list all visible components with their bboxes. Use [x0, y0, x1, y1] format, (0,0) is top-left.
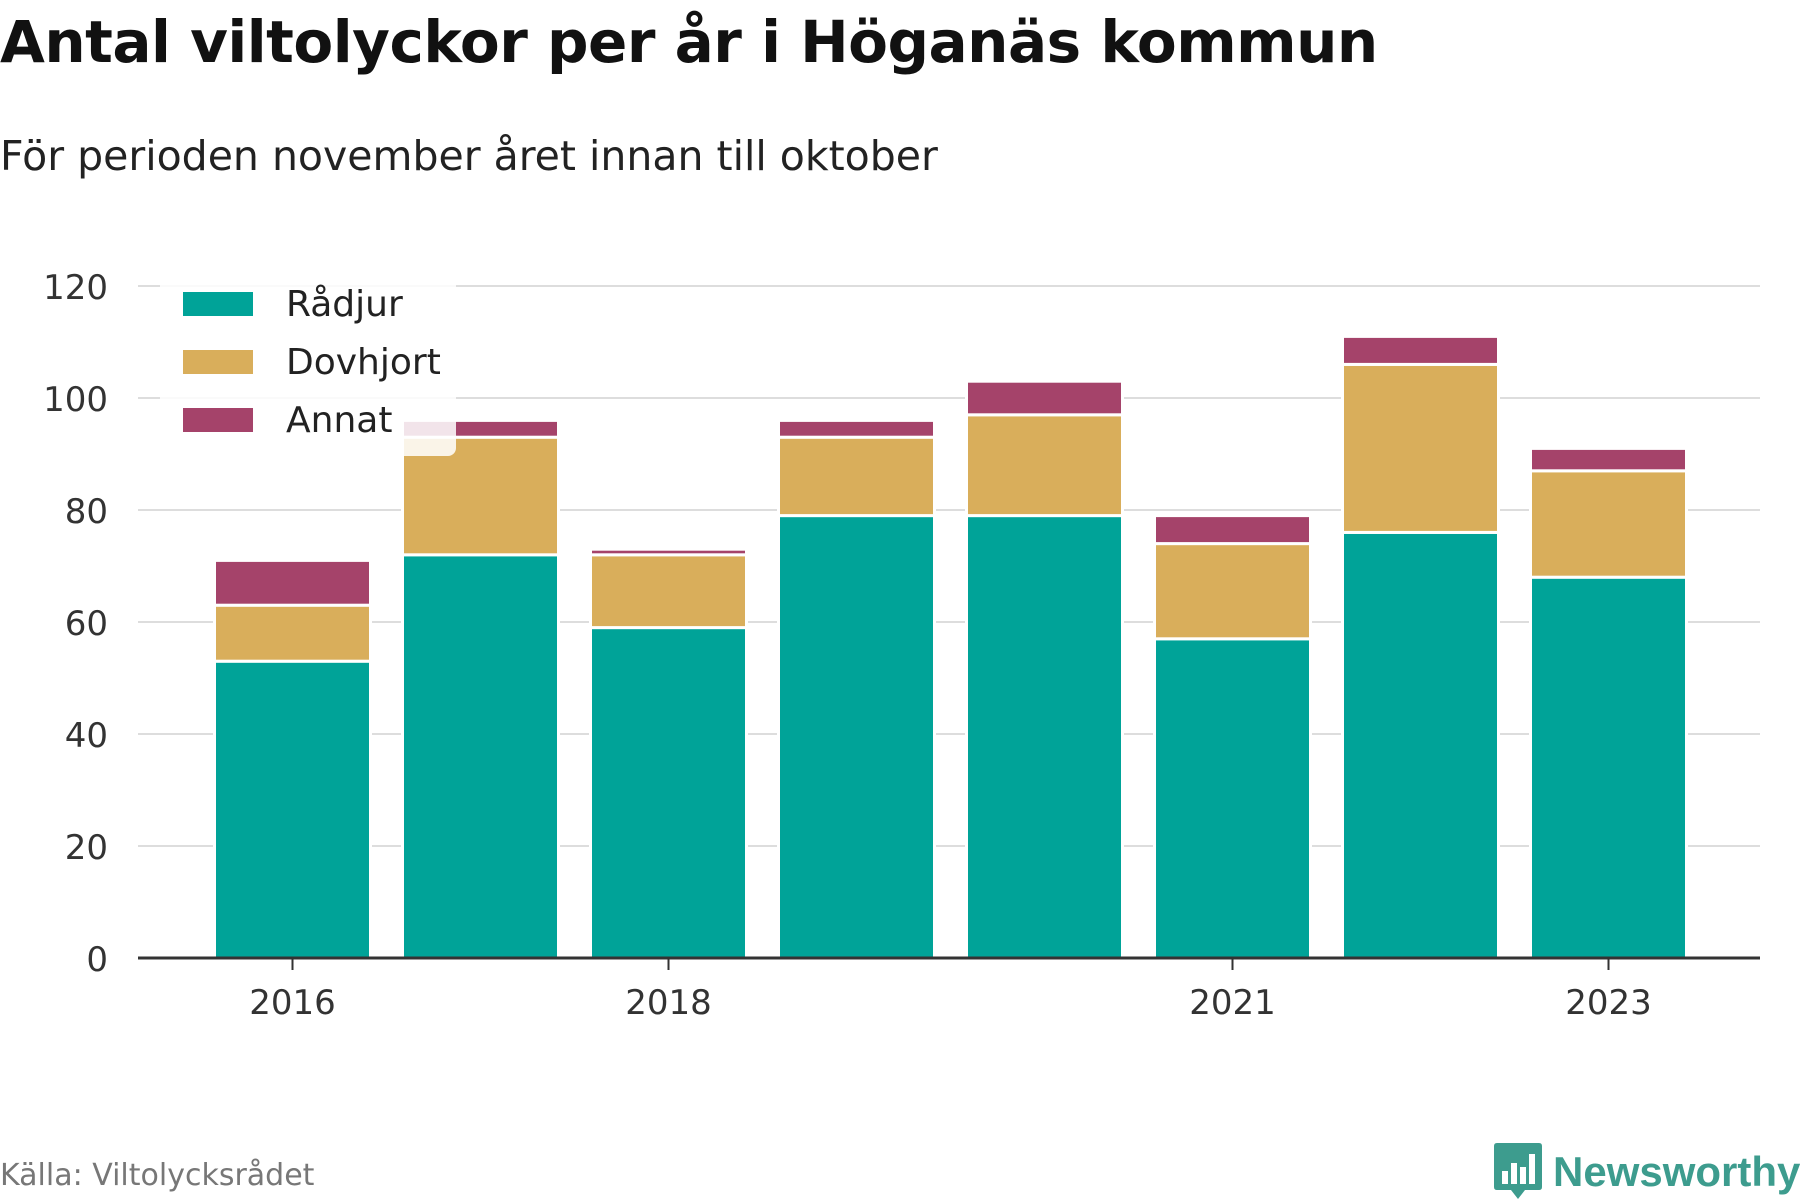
chart-subtitle: För perioden november året innan till ok…	[0, 132, 938, 180]
newsworthy-logo: Newsworthy	[1493, 1140, 1800, 1204]
bar-segment	[213, 659, 372, 960]
legend-label: Dovhjort	[286, 342, 441, 383]
y-tick-label: 100	[43, 380, 108, 420]
x-tick-label: 2016	[249, 983, 336, 1023]
bar-segment	[777, 418, 936, 439]
bars	[213, 334, 1688, 960]
x-tick-label: 2021	[1189, 983, 1276, 1023]
bar-segment	[1529, 575, 1688, 960]
bar-segment	[777, 514, 936, 960]
legend-swatch	[183, 292, 253, 316]
legend-label: Rådjur	[286, 284, 403, 325]
y-axis-ticks: 0 20 40 60 80 100 120	[43, 268, 108, 980]
legend-swatch	[183, 408, 253, 432]
bar-segment	[213, 558, 372, 607]
y-tick-label: 0	[86, 940, 108, 980]
legend-label: Annat	[286, 400, 392, 441]
bar-segment	[965, 514, 1124, 960]
chart-title: Antal viltolyckor per år i Höganäs kommu…	[0, 8, 1378, 76]
legend-swatch	[183, 350, 253, 374]
bar-segment	[965, 379, 1124, 417]
bar-segment	[401, 553, 560, 960]
y-tick-label: 60	[65, 604, 108, 644]
bar-segment	[589, 547, 748, 557]
bar-segment	[1529, 446, 1688, 473]
source-note: Källa: Viltolycksrådet	[0, 1158, 315, 1193]
bar-segment	[401, 435, 560, 557]
y-tick-label: 20	[65, 828, 108, 868]
bar-segment	[1341, 362, 1500, 534]
bar-segment	[589, 626, 748, 960]
bar-segment	[589, 553, 748, 630]
bar-segment	[1153, 542, 1312, 641]
newsworthy-logo-icon	[1494, 1143, 1542, 1199]
bar-segment	[1529, 469, 1688, 579]
bar-segment	[1153, 514, 1312, 546]
x-tick-label: 2018	[625, 983, 712, 1023]
y-tick-label: 40	[65, 716, 108, 756]
brand-name: Newsworthy	[1553, 1148, 1800, 1195]
bar-segment	[965, 413, 1124, 518]
legend: Rådjur Dovhjort Annat	[160, 276, 456, 456]
bar-segment	[777, 435, 936, 518]
bar-segment	[1153, 637, 1312, 960]
x-tick-label: 2023	[1565, 983, 1652, 1023]
bar-segment	[1341, 530, 1500, 960]
x-axis-ticks: 2016 2018 2021 2023	[249, 958, 1652, 1023]
bar-segment	[213, 603, 372, 663]
y-tick-label: 80	[65, 492, 108, 532]
y-tick-label: 120	[43, 268, 108, 308]
bar-segment	[1341, 334, 1500, 366]
